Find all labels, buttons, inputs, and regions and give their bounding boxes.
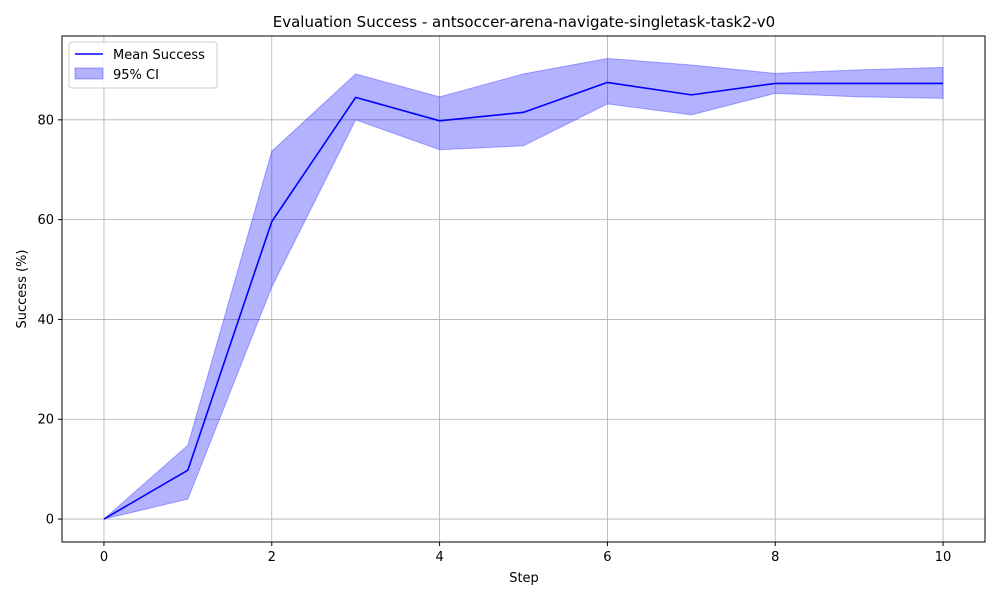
legend: Mean Success 95% CI <box>68 41 218 89</box>
y-tick-label: 20 <box>37 413 54 428</box>
x-tick-label: 2 <box>268 550 276 565</box>
mean-success-line <box>103 81 944 520</box>
plot-area: 0 2 4 6 8 10 0 20 40 60 80 <box>37 35 986 565</box>
x-tick-label: 8 <box>771 550 779 565</box>
x-tick-label: 4 <box>435 550 443 565</box>
x-axis-label: Step <box>509 571 539 586</box>
y-tick-label: 80 <box>37 113 54 128</box>
ci-band <box>103 57 944 520</box>
y-tick-label: 40 <box>37 313 54 328</box>
y-axis-label: Success (%) <box>15 250 30 329</box>
chart-title: Evaluation Success - antsoccer-arena-nav… <box>273 13 775 31</box>
x-tick-label: 6 <box>603 550 611 565</box>
legend-band-swatch <box>74 67 104 80</box>
x-tick-label: 0 <box>100 550 108 565</box>
x-tick-label: 10 <box>935 550 952 565</box>
legend-box <box>68 41 218 89</box>
axes-frame <box>61 35 986 543</box>
legend-label-mean-success: Mean Success <box>113 48 205 63</box>
legend-label-ci: 95% CI <box>113 68 159 83</box>
y-tick-label: 60 <box>37 213 54 228</box>
y-tick-label: 0 <box>46 513 54 528</box>
